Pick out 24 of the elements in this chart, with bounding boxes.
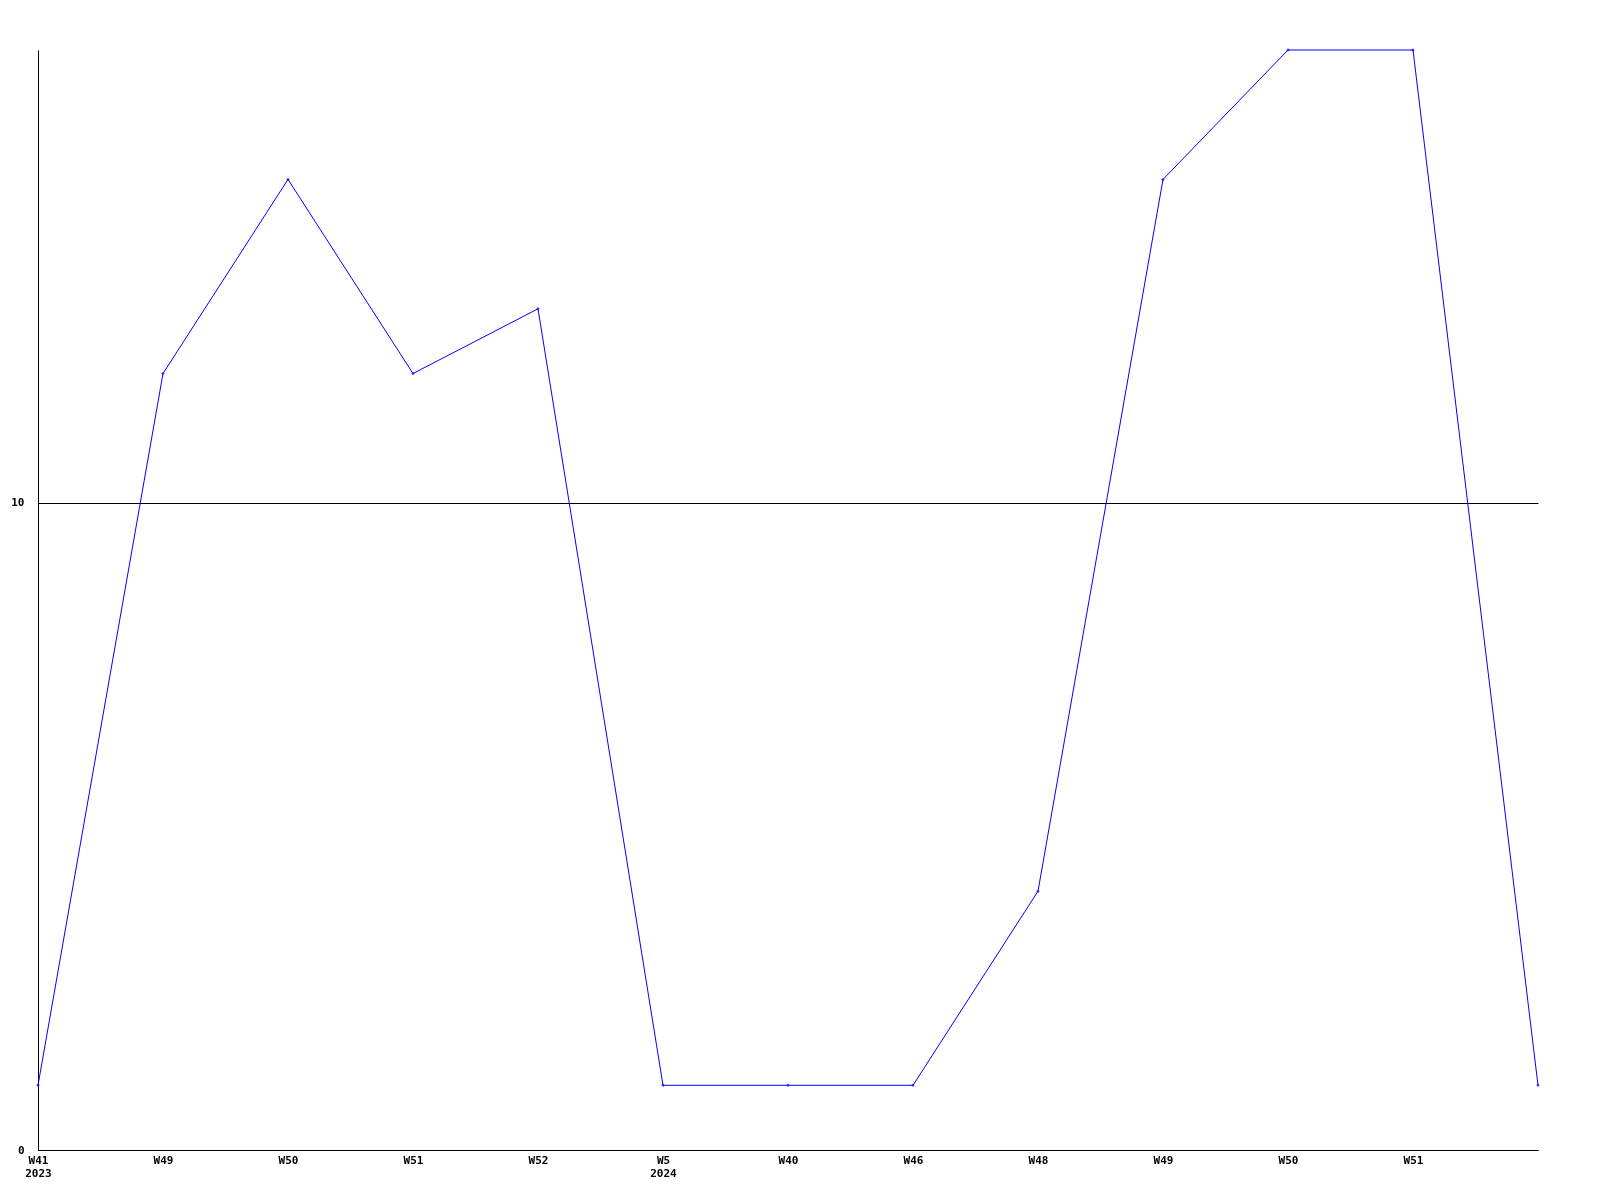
x-tick-label: W40 <box>778 1153 799 1167</box>
point <box>286 177 290 182</box>
x-tick-label: W41 2023 <box>25 1153 52 1180</box>
x-tick-label: W49 <box>153 1153 174 1167</box>
x-tick-label: W46 <box>903 1153 924 1167</box>
point <box>1161 177 1165 182</box>
y-tick-label: 10 <box>11 496 25 510</box>
x-tick-label: W48 <box>1028 1153 1049 1167</box>
x-tick-label: W50 <box>278 1153 299 1167</box>
x-tick-label: W51 <box>1403 1153 1424 1167</box>
x-tick-label: W51 <box>403 1153 424 1167</box>
point <box>911 1083 915 1088</box>
point <box>661 1083 665 1088</box>
point <box>1536 1083 1540 1088</box>
x-tick-label: W49 <box>1153 1153 1174 1167</box>
line-series <box>36 48 1540 1088</box>
point <box>411 371 415 376</box>
x-tick-label: W5 2024 <box>650 1153 678 1180</box>
x-tick-label: W50 <box>1278 1153 1299 1167</box>
point <box>786 1083 790 1088</box>
x-tick-label: W52 <box>528 1153 549 1167</box>
point <box>36 1083 40 1088</box>
point <box>161 371 165 376</box>
y-tick-label: 0 <box>17 1143 25 1157</box>
